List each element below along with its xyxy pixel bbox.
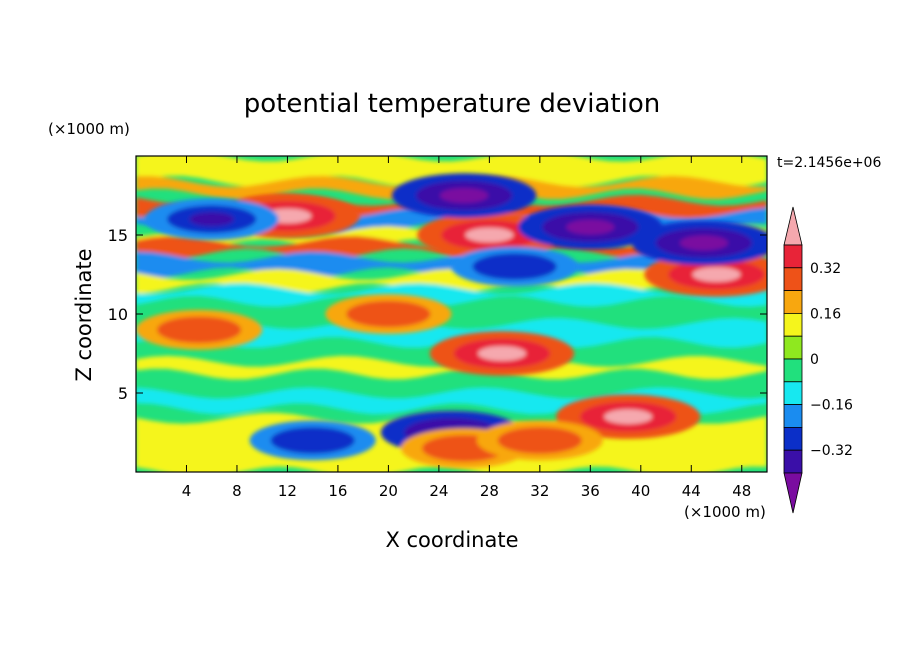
colorbar-box [783, 335, 803, 360]
colorbar-tick-label: 0 [810, 352, 819, 368]
colorbar-tick-label: −0.16 [810, 398, 853, 414]
feature-contour [566, 219, 615, 235]
contour-band [136, 318, 767, 348]
x-tick-label: 8 [232, 482, 242, 500]
colorbar-tick-label: 0.16 [810, 306, 841, 322]
y-axis-label: Z coordinate [72, 248, 96, 381]
colorbar-box [783, 404, 803, 428]
x-tick-label: 24 [429, 482, 448, 500]
x-tick-label: 48 [732, 482, 751, 500]
x-tick-label: 12 [278, 482, 297, 500]
colorbar-extend-max [783, 206, 803, 246]
colorbar: 0.32 0.16 0 −0.16 −0.32 [783, 206, 853, 514]
x-tick-label: 32 [530, 482, 549, 500]
x-axis-label: X coordinate [385, 528, 518, 552]
x-unit-label: (×1000 m) [684, 503, 766, 521]
colorbar-box [783, 244, 803, 269]
feature-contour [604, 409, 653, 425]
feature-contour [367, 307, 410, 321]
feature-contour [189, 212, 234, 227]
plot-area [136, 156, 767, 472]
feature-contour [518, 433, 561, 447]
feature-contour [477, 346, 527, 361]
feature-contour [440, 188, 489, 203]
feature-contour [493, 260, 536, 274]
x-tick-label: 44 [682, 482, 701, 500]
x-tick-label: 28 [480, 482, 499, 500]
feature-contour [692, 267, 741, 282]
y-unit-label: (×1000 m) [48, 120, 130, 138]
x-tick-label: 4 [182, 482, 192, 500]
chart-title: potential temperature deviation [244, 89, 660, 119]
y-tick-label: 5 [118, 384, 128, 403]
y-tick-label: 10 [108, 305, 128, 324]
y-tick-label: 15 [108, 226, 128, 245]
contour-band [136, 387, 767, 415]
x-tick-label: 40 [631, 482, 650, 500]
contour-band [136, 283, 767, 307]
colorbar-box [783, 290, 803, 314]
colorbar-box [783, 381, 803, 405]
feature-contour [178, 323, 221, 337]
time-label: t=2.1456e+06 [777, 155, 881, 171]
colorbar-tick-label: 0.32 [810, 261, 841, 277]
colorbar-box [783, 358, 803, 383]
x-tick-label: 16 [328, 482, 347, 500]
x-tick-label: 36 [581, 482, 600, 500]
colorbar-box [783, 312, 803, 337]
colorbar-box [783, 449, 803, 474]
x-axis: 4 8 12 16 20 24 28 32 36 40 44 48 [182, 156, 751, 500]
feature-contour [679, 235, 729, 251]
feature-marks [136, 173, 767, 469]
x-tick-label: 20 [379, 482, 398, 500]
feature-contour [291, 433, 334, 447]
colorbar-extend-min [783, 472, 803, 514]
colorbar-box [783, 267, 803, 291]
colorbar-box [783, 426, 803, 451]
colorbar-tick-label: −0.32 [810, 443, 853, 459]
y-axis: 5 10 15 [108, 226, 767, 403]
feature-contour [443, 441, 486, 455]
feature-contour [465, 227, 514, 243]
